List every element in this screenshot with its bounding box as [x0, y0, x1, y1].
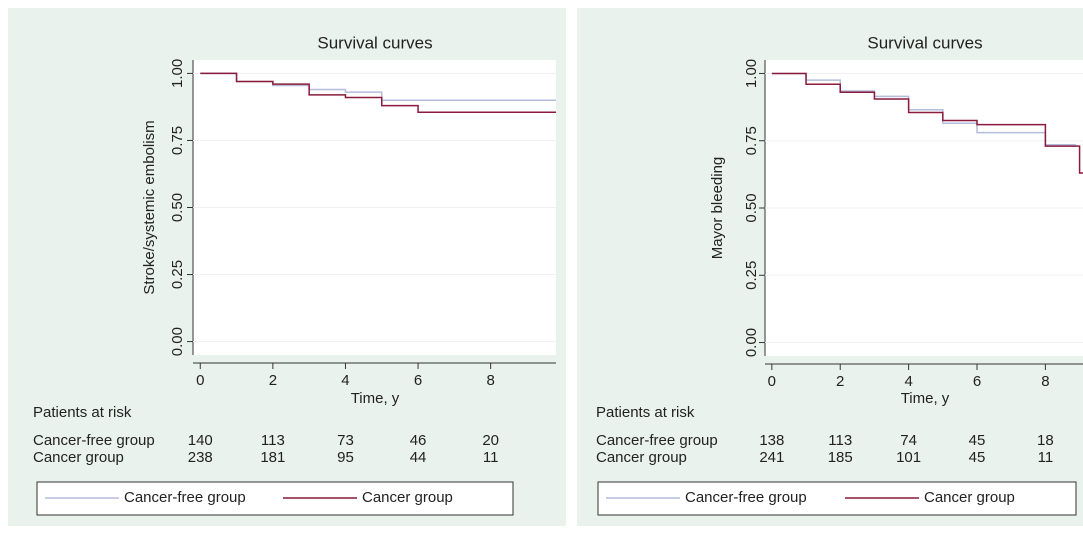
risk-count: 44	[410, 449, 427, 466]
y-tick-label: 0.00	[743, 328, 760, 357]
x-axis-label: Time, y	[901, 390, 950, 407]
x-tick-label: 0	[196, 372, 204, 389]
risk-count: 20	[482, 432, 499, 449]
risk-row-name: Cancer-free group	[596, 432, 718, 449]
risk-count: 101	[896, 449, 921, 466]
risk-count: 241	[759, 449, 784, 466]
legend-label: Cancer group	[362, 489, 453, 506]
y-tick-label: 0.50	[169, 193, 186, 222]
chart-title: Survival curves	[317, 33, 432, 52]
y-tick-label: 0.75	[743, 126, 760, 155]
x-tick-label: 6	[414, 372, 422, 389]
survival-curve	[771, 72, 1083, 174]
risk-count: 95	[337, 449, 354, 466]
risk-count: 11	[1038, 449, 1054, 466]
x-tick-label: 8	[486, 372, 494, 389]
risk-count: 11	[483, 449, 499, 466]
x-tick-label: 6	[973, 373, 981, 390]
legend-label: Cancer group	[924, 489, 1015, 506]
risk-count: 181	[260, 449, 285, 466]
risk-count: 140	[188, 432, 213, 449]
y-tick-label: 0.75	[169, 126, 186, 155]
x-tick-label: 2	[836, 373, 844, 390]
risk-table-title: Patients at risk	[596, 404, 695, 421]
x-tick-label: 0	[768, 373, 776, 390]
risk-row-name: Cancer group	[596, 449, 687, 466]
risk-count: 45	[969, 432, 986, 449]
y-tick-label: 1.00	[743, 59, 760, 88]
risk-row-name: Cancer group	[33, 449, 124, 466]
legend-label: Cancer-free group	[124, 489, 246, 506]
risk-count: 18	[1037, 432, 1054, 449]
risk-count: 113	[828, 432, 852, 449]
risk-count: 46	[410, 432, 427, 449]
y-tick-label: 0.25	[743, 261, 760, 290]
y-axis-label: Stroke/systemic embolism	[141, 120, 158, 294]
legend-label: Cancer-free group	[685, 489, 807, 506]
y-axis-label: Mayor bleeding	[709, 157, 726, 260]
risk-count: 185	[828, 449, 853, 466]
chart-title: Survival curves	[867, 33, 982, 52]
risk-count: 138	[759, 432, 784, 449]
y-tick-label: 0.00	[169, 327, 186, 356]
risk-count: 113	[261, 432, 285, 449]
risk-count: 74	[900, 432, 917, 449]
y-tick-label: 0.25	[169, 260, 186, 289]
y-tick-label: 0.50	[743, 193, 760, 222]
risk-table-title: Patients at risk	[33, 404, 132, 421]
risk-count: 45	[969, 449, 986, 466]
risk-count: 73	[337, 432, 354, 449]
x-tick-label: 2	[269, 372, 277, 389]
x-tick-label: 4	[341, 372, 349, 389]
risk-row-name: Cancer-free group	[33, 432, 155, 449]
survival-curve	[200, 72, 556, 114]
x-axis-label: Time, y	[351, 390, 400, 407]
y-tick-label: 1.00	[169, 59, 186, 88]
x-tick-label: 4	[904, 373, 912, 390]
risk-count: 238	[188, 449, 213, 466]
x-tick-label: 8	[1041, 373, 1049, 390]
